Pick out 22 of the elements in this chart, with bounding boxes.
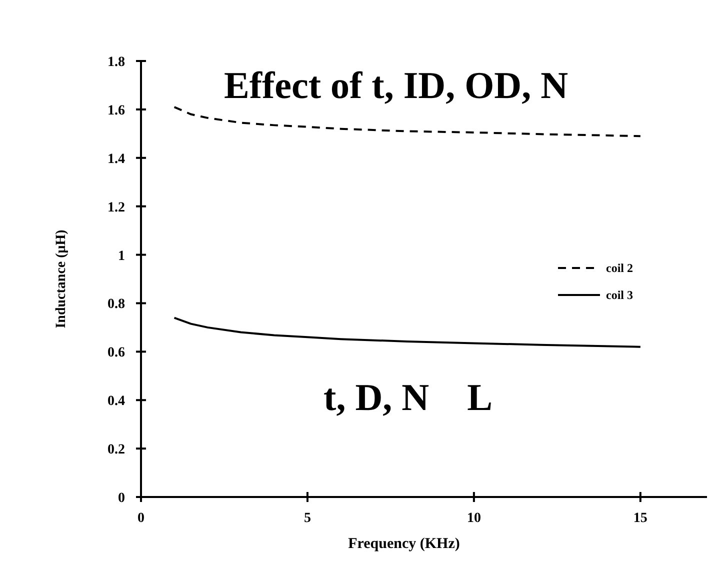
y-tick-label: 1.2 bbox=[108, 200, 125, 216]
line-series bbox=[173, 316, 642, 348]
legend-label: coil 2 bbox=[606, 261, 633, 275]
y-tick-label: 0.4 bbox=[108, 394, 125, 410]
line-series bbox=[173, 106, 642, 138]
y-tick-label: 1 bbox=[118, 248, 125, 264]
y-tick-label: 0.2 bbox=[108, 442, 125, 458]
y-tick-label: 0 bbox=[118, 491, 125, 506]
y-tick-label: 1.4 bbox=[108, 152, 125, 167]
y-tick-label: 1.8 bbox=[108, 55, 125, 70]
annotation: t, D, N L bbox=[324, 377, 492, 419]
y-tick-label: 0.8 bbox=[108, 297, 125, 312]
y-tick-label: 1.6 bbox=[108, 103, 125, 118]
x-tick-label: 10 bbox=[466, 511, 481, 526]
chart-title: Effect of t, ID, OD, N bbox=[224, 65, 568, 107]
y-tick-label: 0.6 bbox=[108, 346, 125, 361]
x-tick-label: 15 bbox=[633, 511, 648, 526]
x-axis-title: Frequency (KHz) bbox=[348, 536, 460, 552]
x-tick-label: 5 bbox=[304, 511, 311, 526]
y-axis-title: Inductance (μH) bbox=[54, 229, 69, 328]
x-tick-label: 0 bbox=[138, 511, 144, 526]
legend-label: coil 3 bbox=[606, 288, 633, 302]
